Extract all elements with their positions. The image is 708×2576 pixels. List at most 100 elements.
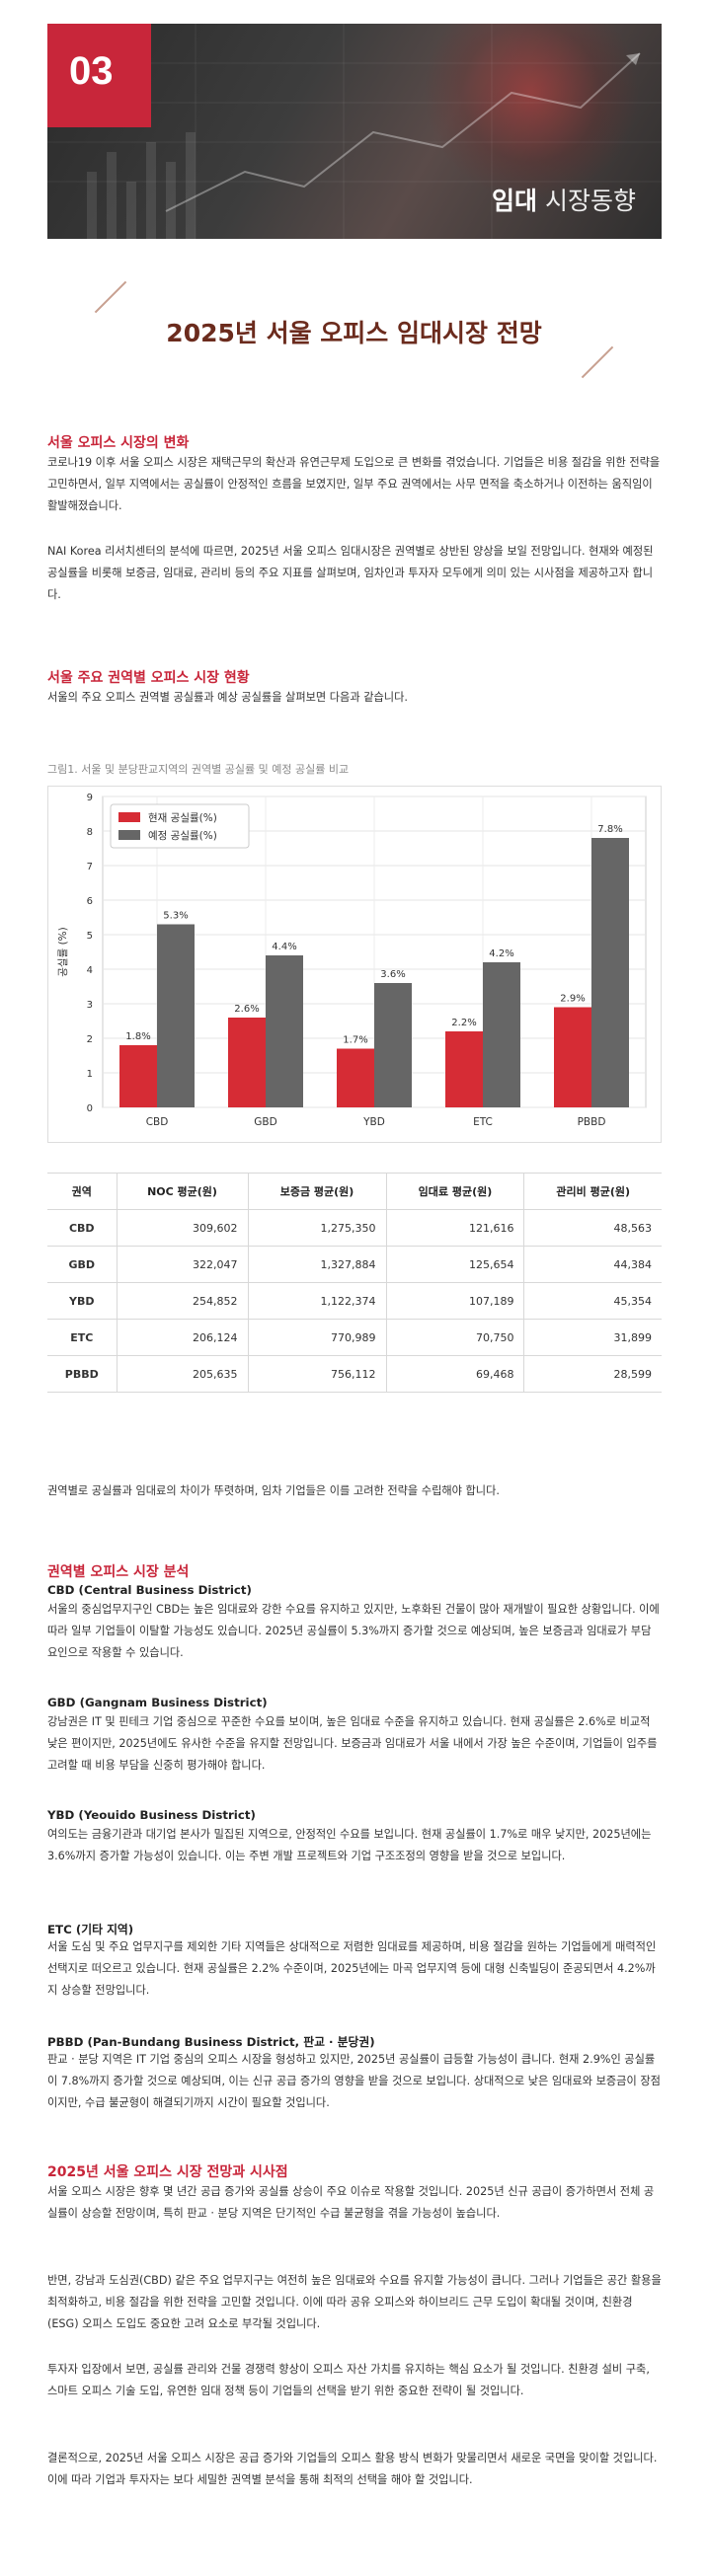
paragraph: 판교 · 분당 지역은 IT 기업 중심의 오피스 시장을 형성하고 있지만, … [47, 2053, 661, 2109]
x-tick-label: PBBD [578, 1116, 606, 1128]
x-tick-label: CBD [146, 1116, 169, 1128]
table-cell: GBD [47, 1246, 117, 1283]
y-tick-label: 5 [87, 931, 93, 942]
subheading-cbd: CBD (Central Business District) [47, 1583, 252, 1597]
table-cell: 1,327,884 [247, 1246, 386, 1283]
legend-box [110, 803, 250, 849]
y-tick-label: 6 [87, 896, 93, 907]
vacancy-bar-chart: 0 1 2 3 4 5 6 7 8 9 공실률 (%) 1.8% 5.3% CBD 2.6% 4.4% GBD 1… [57, 793, 647, 1128]
table-cell: 125,654 [385, 1246, 524, 1283]
page-title: 2025년 서울 오피스 임대시장 전망 [166, 319, 542, 347]
x-tick-label: YBD [362, 1116, 385, 1128]
y-axis-label: 공실률 (%) [57, 927, 69, 977]
banner-graph-graphic [47, 24, 662, 239]
table-cell: 44,384 [523, 1246, 662, 1283]
table-cell: 1,275,350 [247, 1209, 386, 1247]
table-cell: 756,112 [247, 1355, 386, 1393]
subheading-etc: ETC (기타 지역) [47, 1923, 134, 1936]
paragraph: 서울 도심 및 주요 업무지구를 제외한 기타 지역들은 상대적으로 저렴한 임… [47, 1940, 657, 1997]
table-row: GBD 322,047 1,327,884 125,654 44,384 [47, 1246, 662, 1283]
paragraph: 권역별로 공실률과 임대료의 차이가 뚜렷하며, 임차 기업들은 이를 고려한 … [47, 1484, 500, 1497]
table-cell: 254,852 [116, 1282, 249, 1320]
table-cell: 206,124 [116, 1319, 249, 1356]
chart-caption: 그림1. 서울 및 분당판교지역의 권역별 공실률 및 예정 공실률 비교 [47, 763, 350, 776]
data-label: 5.3% [163, 911, 188, 922]
y-tick-label: 3 [87, 1000, 93, 1011]
table-header-cell: 임대료 평균(원) [385, 1173, 524, 1210]
y-tick-label: 8 [87, 827, 93, 838]
table-header-cell: 관리비 평균(원) [523, 1173, 662, 1210]
table-cell: PBBD [47, 1355, 117, 1393]
paragraph: 코로나19 이후 서울 오피스 시장은 재택근무의 확산과 유연근무제 도입으로… [47, 456, 661, 512]
chapter-number: 03 [47, 24, 151, 127]
subheading-pbbd: PBBD (Pan-Bundang Business District, 판교 … [47, 2035, 375, 2049]
x-tick-label: GBD [254, 1116, 276, 1128]
bar-planned [483, 962, 520, 1107]
header-banner: 03 임대 시장동향 [47, 24, 662, 239]
legend-label: 예정 공실률(%) [148, 829, 217, 842]
table-cell: 70,750 [385, 1319, 524, 1356]
section-heading-market-change: 서울 오피스 시장의 변화 [47, 435, 190, 451]
bar-current [228, 1018, 266, 1107]
paragraph: 서울의 주요 오피스 권역별 공실률과 예상 공실률을 살펴보면 다음과 같습니… [47, 691, 408, 704]
table-row: ETC 206,124 770,989 70,750 31,899 [47, 1319, 662, 1356]
table-header-row: 권역 NOC 평균(원) 보증금 평균(원) 임대료 평균(원) 관리비 평균(… [47, 1173, 662, 1210]
section-heading-district-status: 서울 주요 권역별 오피스 시장 현황 [47, 670, 250, 686]
data-label: 2.9% [560, 994, 585, 1005]
paragraph: NAI Korea 리서치센터의 분석에 따르면, 2025년 서울 오피스 임… [47, 545, 654, 601]
bar-planned [591, 838, 629, 1107]
y-tick-label: 7 [87, 862, 93, 872]
table-cell: 1,122,374 [247, 1282, 386, 1320]
data-label: 4.4% [272, 942, 296, 952]
table-row: PBBD 205,635 756,112 69,468 28,599 [47, 1355, 662, 1393]
section-heading-outlook: 2025년 서울 오피스 시장 전망과 시사점 [47, 2164, 288, 2180]
table-header-cell: NOC 평균(원) [116, 1173, 249, 1210]
paragraph: 강남권은 IT 및 핀테크 기업 중심으로 꾸준한 수요를 보이며, 높은 임대… [47, 1715, 658, 1772]
table-cell: 309,602 [116, 1209, 249, 1247]
bar-current [119, 1045, 157, 1107]
table-header-cell: 권역 [47, 1173, 117, 1210]
banner-glow [423, 24, 640, 201]
banner-title: 임대 시장동향 [492, 182, 636, 217]
title-slash-right [581, 345, 614, 379]
y-tick-label: 2 [87, 1034, 93, 1045]
table-cell: 48,563 [523, 1209, 662, 1247]
table-cell: YBD [47, 1282, 117, 1320]
y-tick-label: 4 [87, 965, 93, 976]
y-tick-label: 0 [87, 1103, 93, 1114]
paragraph: 반면, 강남과 도심권(CBD) 같은 주요 업무지구는 여전히 높은 임대료와… [47, 2274, 662, 2330]
x-tick-label: ETC [473, 1116, 493, 1128]
title-slash-left [94, 280, 127, 314]
section-heading-district-analysis: 권역별 오피스 시장 분석 [47, 1564, 190, 1580]
table-cell: CBD [47, 1209, 117, 1247]
table-cell: 28,599 [523, 1355, 662, 1393]
table-cell: 770,989 [247, 1319, 386, 1356]
bar-planned [266, 955, 303, 1107]
legend-swatch [118, 812, 140, 822]
data-label: 2.2% [451, 1018, 476, 1028]
table-header-cell: 보증금 평균(원) [247, 1173, 386, 1210]
subheading-ybd: YBD (Yeouido Business District) [47, 1808, 256, 1822]
banner-title-light: 시장동향 [537, 187, 636, 215]
table-cell: 121,616 [385, 1209, 524, 1247]
data-label: 4.2% [489, 948, 513, 959]
y-tick-label: 9 [87, 793, 93, 803]
data-label: 2.6% [234, 1004, 259, 1015]
bar-current [337, 1048, 374, 1107]
bar-planned [157, 924, 195, 1107]
bar-current [554, 1007, 591, 1107]
data-label: 1.8% [125, 1031, 150, 1042]
table-cell: 31,899 [523, 1319, 662, 1356]
table-cell: 322,047 [116, 1246, 249, 1283]
vacancy-chart-frame: 0 1 2 3 4 5 6 7 8 9 공실률 (%) 1.8% 5.3% CBD 2.6% 4.4% GBD 1… [47, 786, 662, 1143]
bar-planned [374, 983, 412, 1107]
data-label: 1.7% [343, 1035, 367, 1046]
paragraph: 결론적으로, 2025년 서울 오피스 시장은 공급 증가와 기업들의 오피스 … [47, 2452, 658, 2486]
bar-current [445, 1031, 483, 1107]
subheading-gbd: GBD (Gangnam Business District) [47, 1696, 268, 1709]
y-tick-label: 1 [87, 1069, 93, 1080]
table-cell: 205,635 [116, 1355, 249, 1393]
table-cell: 107,189 [385, 1282, 524, 1320]
table-row: YBD 254,852 1,122,374 107,189 45,354 [47, 1282, 662, 1320]
paragraph: 서울 오피스 시장은 향후 몇 년간 공급 증가와 공실률 상승이 주요 이슈로… [47, 2185, 655, 2220]
